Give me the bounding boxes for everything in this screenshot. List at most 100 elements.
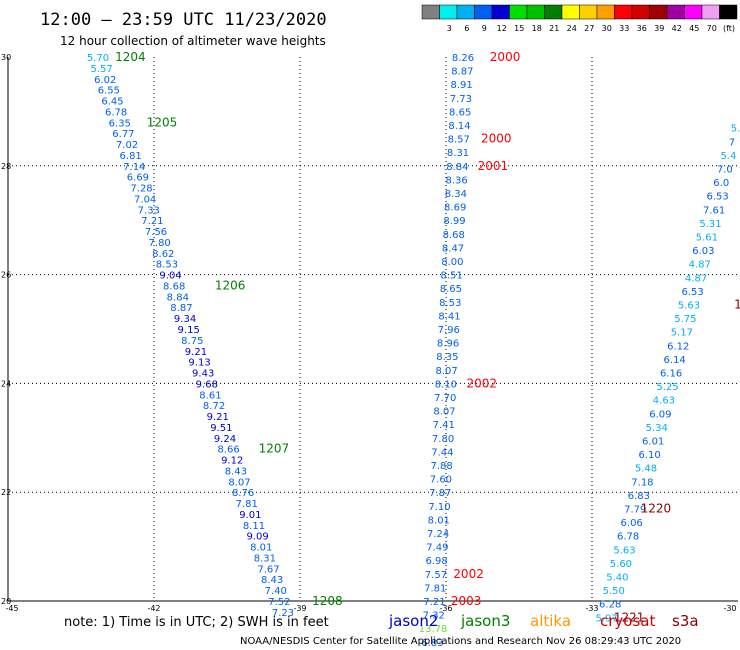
wave-height-value: 8.87 xyxy=(170,303,192,314)
wave-height-value: 6.78 xyxy=(105,107,127,118)
colorbar-label: 45 xyxy=(689,24,699,33)
wave-height-value: 8.53 xyxy=(156,260,178,271)
wave-height-value: 6.28 xyxy=(599,600,621,611)
wave-height-value: 8.14 xyxy=(448,121,470,132)
pass-label: 2000 xyxy=(481,132,512,146)
wave-height-value: 5.31 xyxy=(699,219,721,230)
wave-height-value: 6.78 xyxy=(617,532,639,543)
axis-ticks: -45 -42 -39 -36 -33 -30 20 22 24 26 28 30 xyxy=(1,53,737,613)
colorbar-swatch xyxy=(509,4,528,20)
wave-height-value: 7.21 xyxy=(141,216,163,227)
wave-height-value: 4.87 xyxy=(689,260,711,271)
wave-height-value: 7.04 xyxy=(134,194,156,205)
wave-height-value: 7.40 xyxy=(265,586,287,597)
y-tick-label: 24 xyxy=(1,379,11,388)
wave-height-value: 8.26 xyxy=(452,53,474,64)
colorbar-legend: 3 6 9 12 15 18 21 24 27 30 33 36 39 42 45 70 (ft) xyxy=(421,4,738,33)
wave-height-value: 7.67 xyxy=(257,564,279,575)
x-tick-label: -42 xyxy=(147,604,160,613)
wave-height-value: 6.81 xyxy=(120,151,142,162)
wave-height-value: 5.63 xyxy=(613,545,635,556)
wave-height-value: 6.02 xyxy=(94,75,116,86)
wave-height-value: 8.35 xyxy=(436,352,458,363)
wave-height-value: 9.34 xyxy=(174,314,196,325)
wave-height-tracks: 5.705.576.026.556.456.786.356.777.026.81… xyxy=(87,53,740,649)
wave-height-value: 6.83 xyxy=(628,491,650,502)
wave-height-value: 7.28 xyxy=(130,184,152,195)
wave-height-value: 8.84 xyxy=(446,162,468,173)
pass-label: 1220 xyxy=(641,502,672,516)
wave-height-value: 6.55 xyxy=(98,86,120,97)
satellite-cryosat: cryosat xyxy=(600,612,655,630)
wave-height-value: 8.41 xyxy=(438,311,460,322)
wave-height-value: 8.66 xyxy=(217,445,239,456)
wave-height-value: 8.07 xyxy=(436,366,458,377)
wave-height-value: 9.15 xyxy=(178,325,200,336)
wave-height-value: 8.01 xyxy=(250,543,272,554)
wave-height-value: 5.97 xyxy=(595,613,617,624)
pass-label: 1221 xyxy=(614,610,645,624)
plot-area xyxy=(7,57,738,602)
wave-height-value: 8.00 xyxy=(441,257,463,268)
wave-height-value: 6.35 xyxy=(109,118,131,129)
wave-height-value: 6.01 xyxy=(642,437,664,448)
colorbar-label: 3 xyxy=(447,24,452,33)
wave-height-value: 5.25 xyxy=(656,382,678,393)
wave-height-value: 5.57 xyxy=(91,64,113,75)
wave-height-value: 8.10 xyxy=(435,379,457,390)
colorbar-label: 70 xyxy=(707,24,717,33)
colorbar-label: 30 xyxy=(602,24,612,33)
colorbar-label: 36 xyxy=(637,24,647,33)
colorbar-label: 42 xyxy=(672,24,682,33)
wave-height-value: 5.40 xyxy=(606,573,628,584)
wave-height-value: 7.61 xyxy=(703,205,725,216)
x-tick-label: -36 xyxy=(439,604,452,613)
chart-subtitle: 12 hour collection of altimeter wave hei… xyxy=(60,34,326,48)
wave-height-value: 8.43 xyxy=(261,575,283,586)
wave-height-value: 6.06 xyxy=(621,518,643,529)
wave-height-value: 7.88 xyxy=(431,461,453,472)
colorbar-swatch xyxy=(491,4,510,20)
pass-label: 1205 xyxy=(147,115,178,129)
colorbar-swatch xyxy=(684,4,703,20)
wave-height-value: 8.75 xyxy=(181,336,203,347)
colorbar-label: 6 xyxy=(464,24,469,33)
pass-label: 2002 xyxy=(453,567,484,581)
wave-height-value: 8.07 xyxy=(433,407,455,418)
colorbar-label: 15 xyxy=(514,24,524,33)
wave-height-value: 8.53 xyxy=(439,298,461,309)
wave-height-value: 5.63 xyxy=(678,301,700,312)
wave-height-value: 8.68 xyxy=(443,230,465,241)
wave-height-value: 7.10 xyxy=(428,502,450,513)
footer-credit: NOAA/NESDIS Center for Satellite Applica… xyxy=(240,636,681,647)
wave-height-value: 5.70 xyxy=(87,53,109,64)
colorbar-label: 33 xyxy=(619,24,629,33)
wave-height-value: 7.18 xyxy=(631,477,653,488)
satellite-jason3: jason3 xyxy=(460,612,510,630)
wave-height-value: 7.70 xyxy=(434,393,456,404)
wave-height-value: 7.52 xyxy=(268,597,290,608)
wave-height-value: 5.50 xyxy=(603,586,625,597)
colorbar-swatch xyxy=(456,4,475,20)
satellite-s3a: s3a xyxy=(672,612,699,630)
wave-height-value: 6.98 xyxy=(426,556,448,567)
wave-height-value: 8.01 xyxy=(428,515,450,526)
pass-labels: 1204 1205 1206 1207 1208 2000 2000 2001 2002 2002… xyxy=(115,50,740,624)
wave-height-value: 5. xyxy=(731,124,740,135)
wave-height-value: 7.80 xyxy=(149,238,171,249)
wave-height-value: 6.77 xyxy=(112,129,134,140)
colorbar-swatch xyxy=(421,4,440,20)
wave-height-value: 8.57 xyxy=(448,135,470,146)
colorbar-label: 27 xyxy=(584,24,594,33)
pass-label: 2003 xyxy=(451,594,482,608)
wave-height-value: 9.13 xyxy=(188,358,210,369)
pass-label: 1208 xyxy=(312,594,343,608)
y-tick-label: 26 xyxy=(1,271,11,280)
wave-height-value: 13.78 xyxy=(419,624,448,635)
wave-height-value: 7.79 xyxy=(624,505,646,516)
x-tick-label: -39 xyxy=(293,604,306,613)
wave-height-value: 8.65 xyxy=(449,107,471,118)
wave-height-value: 8.61 xyxy=(199,390,221,401)
pass-label: 1207 xyxy=(259,442,290,456)
